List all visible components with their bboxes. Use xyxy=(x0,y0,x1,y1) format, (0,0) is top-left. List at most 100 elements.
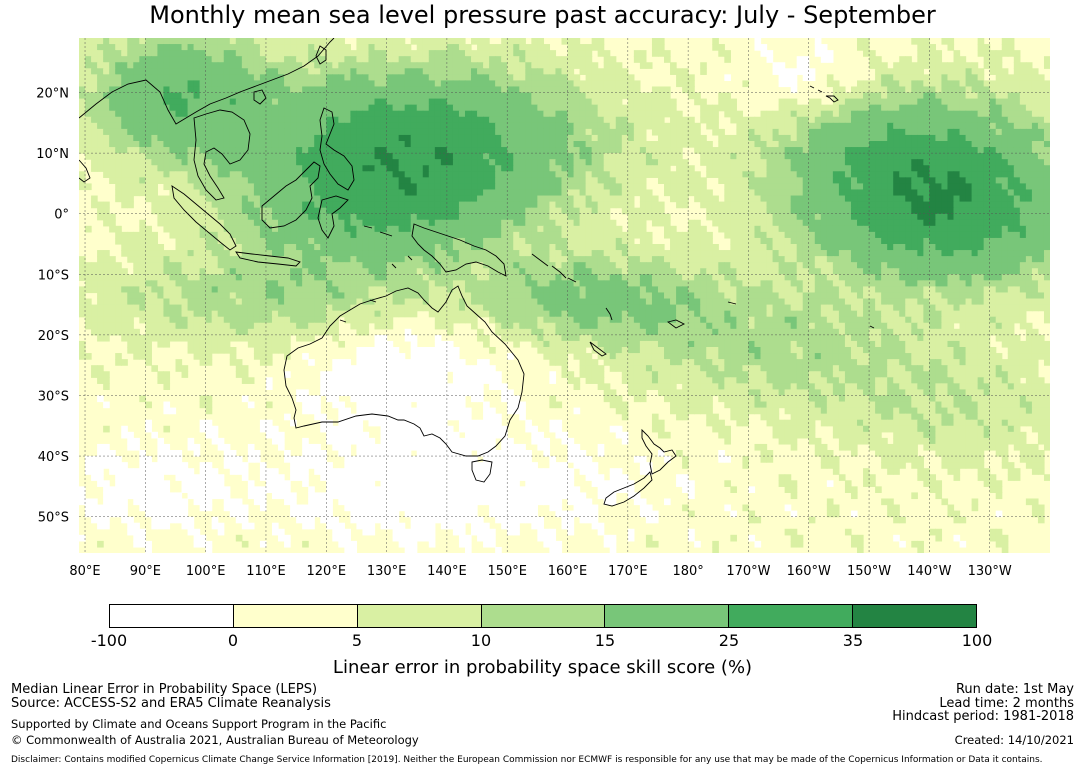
field-cell xyxy=(513,74,520,82)
field-cell xyxy=(597,92,605,100)
field-cell xyxy=(724,50,731,57)
field-cell xyxy=(308,159,315,166)
field-cell xyxy=(1037,225,1045,233)
field-cell xyxy=(832,231,840,239)
field-cell xyxy=(923,122,930,130)
field-cell xyxy=(935,177,943,185)
field-cell xyxy=(458,38,466,45)
field-cell xyxy=(549,244,557,251)
field-cell xyxy=(513,231,520,239)
field-cell xyxy=(362,231,370,239)
field-cell xyxy=(235,74,243,82)
field-cell xyxy=(241,116,249,124)
field-cell xyxy=(790,213,798,221)
field-cell xyxy=(875,159,882,166)
field-cell xyxy=(513,165,520,172)
field-cell xyxy=(296,98,303,106)
field-cell xyxy=(247,122,255,130)
field-cell xyxy=(531,165,538,172)
field-cell xyxy=(1013,80,1021,88)
field-cell xyxy=(585,141,593,148)
field-cell xyxy=(929,201,937,209)
field-cell xyxy=(422,134,430,142)
field-cell xyxy=(664,231,671,239)
field-cell xyxy=(742,122,750,130)
field-cell xyxy=(567,38,575,45)
field-cell xyxy=(531,171,538,178)
field-cell xyxy=(458,177,466,185)
field-cell xyxy=(977,134,985,142)
field-cell xyxy=(434,195,442,203)
field-cell xyxy=(314,153,321,160)
field-cell xyxy=(446,38,454,45)
field-cell xyxy=(139,74,146,82)
field-cell xyxy=(850,177,858,185)
field-cell xyxy=(995,153,1003,160)
field-cell xyxy=(808,177,816,185)
field-cell xyxy=(826,213,834,221)
field-cell xyxy=(808,183,816,191)
field-cell xyxy=(971,128,979,136)
field-cell xyxy=(151,189,158,197)
field-cell xyxy=(151,62,158,69)
field-cell xyxy=(133,171,140,178)
field-cell xyxy=(259,244,267,251)
field-cell xyxy=(826,122,834,130)
field-cell xyxy=(911,80,918,88)
field-cell xyxy=(253,92,261,100)
field-cell xyxy=(905,183,912,191)
field-cell xyxy=(670,153,677,160)
field-cell xyxy=(464,225,472,233)
field-cell xyxy=(217,201,225,209)
field-cell xyxy=(151,231,158,239)
field-cell xyxy=(374,237,382,245)
field-cell xyxy=(151,207,158,215)
field-cell xyxy=(983,44,991,51)
field-cell xyxy=(259,231,267,239)
field-cell xyxy=(434,159,442,166)
field-cell xyxy=(398,128,406,136)
field-cell xyxy=(718,225,725,233)
field-cell xyxy=(374,122,382,130)
field-cell xyxy=(97,74,104,82)
field-cell xyxy=(368,141,376,148)
field-cell xyxy=(320,134,327,142)
field-cell xyxy=(802,68,810,75)
field-cell xyxy=(826,231,834,239)
field-cell xyxy=(109,159,116,166)
field-cell xyxy=(416,104,424,112)
field-cell xyxy=(308,116,315,124)
field-cell xyxy=(434,134,442,142)
field-cell xyxy=(169,56,177,63)
field-cell xyxy=(296,62,303,69)
field-cell xyxy=(320,74,327,82)
field-cell xyxy=(953,56,961,63)
field-cell xyxy=(422,201,430,209)
field-cell xyxy=(869,50,876,57)
field-cell xyxy=(899,86,906,94)
field-cell xyxy=(133,56,140,63)
field-cell xyxy=(314,38,321,45)
field-cell xyxy=(133,134,140,142)
field-cell xyxy=(519,128,526,136)
field-cell xyxy=(959,153,967,160)
field-cell xyxy=(796,147,804,154)
field-cell xyxy=(302,171,309,178)
field-cell xyxy=(627,213,635,221)
field-cell xyxy=(603,183,611,191)
field-cell xyxy=(772,128,780,136)
field-cell xyxy=(869,110,876,118)
field-cell xyxy=(217,98,225,106)
field-cell xyxy=(983,62,991,69)
field-cell xyxy=(989,116,997,124)
field-cell xyxy=(434,62,442,69)
field-cell xyxy=(971,62,979,69)
field-cell xyxy=(887,177,894,185)
field-cell xyxy=(549,189,557,197)
field-cell xyxy=(211,171,219,178)
field-cell xyxy=(380,177,388,185)
field-cell xyxy=(760,141,768,148)
field-cell xyxy=(157,195,165,203)
field-cell xyxy=(181,195,189,203)
field-cell xyxy=(639,128,647,136)
